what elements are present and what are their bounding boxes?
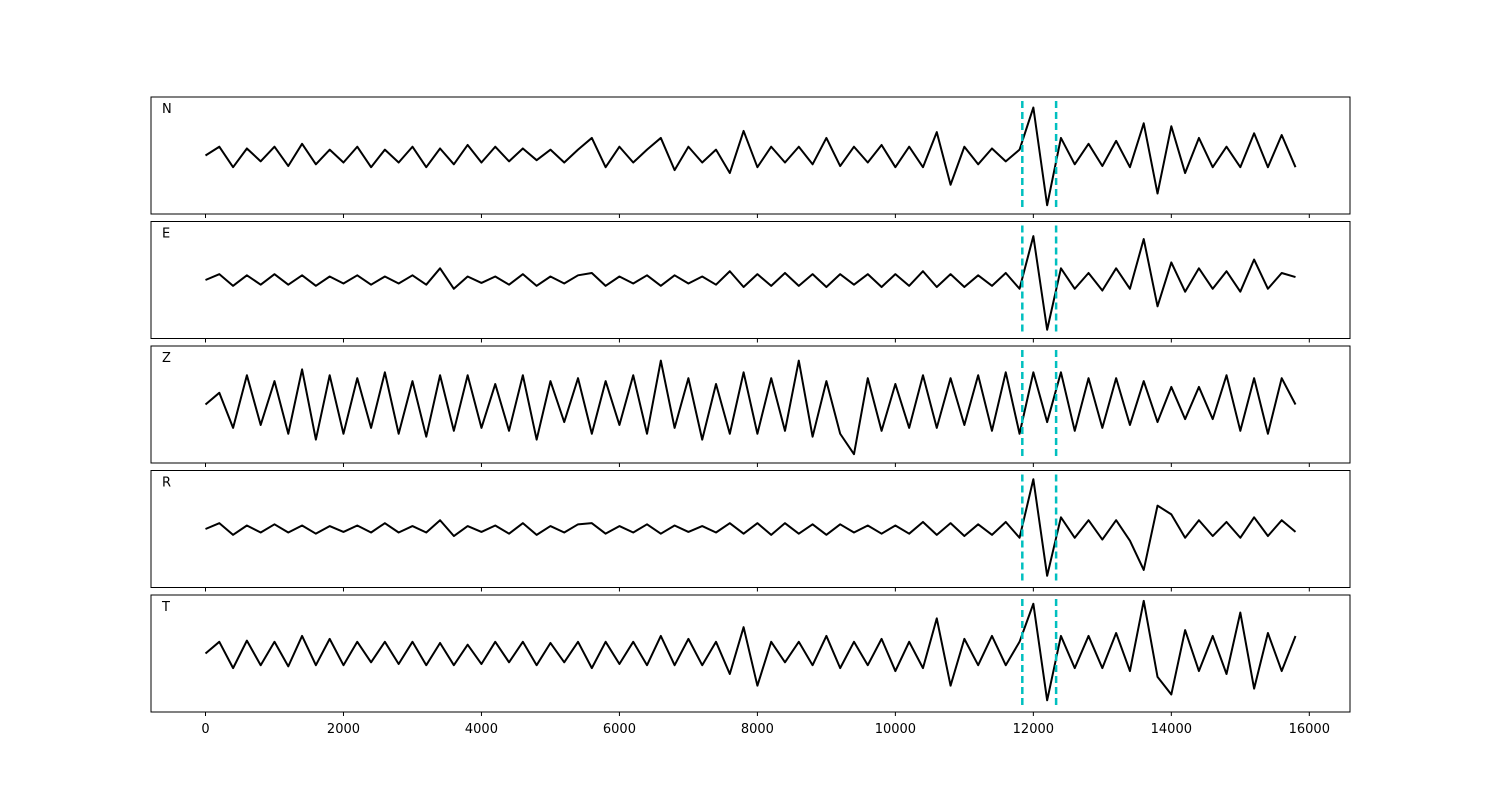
trace-line <box>205 235 1296 331</box>
panel-frame <box>150 221 1351 339</box>
panel-label: N <box>162 102 172 117</box>
panel-frame <box>150 470 1351 588</box>
trace-line <box>204 359 1297 456</box>
panel-label: T <box>161 600 170 615</box>
panel-frame <box>150 345 1351 464</box>
panel-label: R <box>162 476 171 491</box>
x-tick-label: 14000 <box>1151 722 1192 737</box>
x-tick-label: 8000 <box>741 722 774 737</box>
trace-line <box>205 478 1297 577</box>
panel-frame <box>150 96 1351 215</box>
x-tick-label: 10000 <box>875 722 916 737</box>
trace-line <box>204 599 1297 702</box>
panel-label: Z <box>162 351 171 366</box>
x-tick-label: 6000 <box>603 722 636 737</box>
x-tick-label: 16000 <box>1289 722 1330 737</box>
panel-label: E <box>162 227 170 242</box>
x-tick-label: 0 <box>201 722 209 737</box>
panel-frame <box>150 594 1351 713</box>
x-tick-label: 4000 <box>465 722 498 737</box>
x-tick-label: 12000 <box>1013 722 1054 737</box>
trace-line <box>204 106 1297 207</box>
x-tick-label: 2000 <box>327 722 360 737</box>
